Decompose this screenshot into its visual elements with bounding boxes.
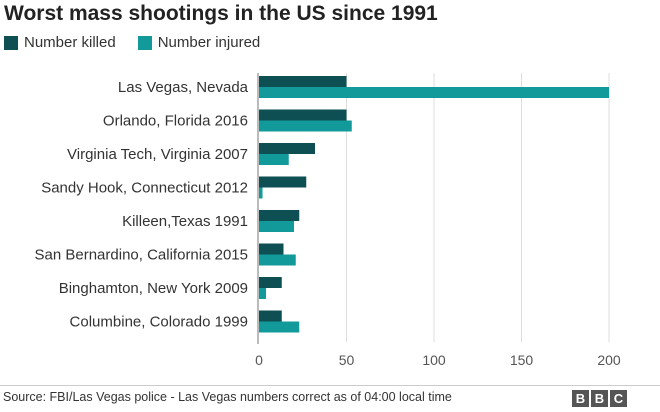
- bar-injured: [259, 221, 294, 232]
- category-label: Las Vegas, Nevada: [118, 79, 249, 96]
- bar-killed: [259, 310, 282, 322]
- bbc-logo-letter: B: [572, 390, 589, 407]
- bar-killed: [259, 176, 307, 188]
- category-label: Columbine, Colorado 1999: [70, 314, 248, 331]
- bar-killed: [259, 277, 282, 288]
- x-tick-label: 0: [255, 352, 263, 368]
- bar-injured: [259, 154, 289, 165]
- category-label: Killeen,Texas 1991: [122, 213, 248, 230]
- bar-injured: [259, 87, 609, 98]
- x-tick-label: 200: [597, 352, 621, 368]
- category-label: Binghamton, New York 2009: [59, 280, 248, 297]
- x-tick-label: 50: [339, 352, 355, 368]
- bar-injured: [259, 254, 296, 266]
- legend-swatch-injured: [137, 35, 152, 50]
- legend-item-killed: Number killed: [4, 34, 116, 51]
- category-label: Orlando, Florida 2016: [103, 113, 248, 130]
- legend-label-killed: Number killed: [24, 34, 116, 51]
- x-tick-label: 150: [510, 352, 534, 368]
- source-note: Source: FBI/Las Vegas police - Las Vegas…: [3, 390, 452, 404]
- x-tick-label: 100: [422, 352, 446, 368]
- category-label: Sandy Hook, Connecticut 2012: [41, 180, 248, 197]
- bar-chart: Las Vegas, Nevada Orlando, Florida 2016 Vi…: [35, 73, 621, 368]
- chart-title: Worst mass shootings in the US since 199…: [4, 2, 438, 25]
- legend-label-injured: Number injured: [157, 34, 261, 51]
- legend-item-injured: Number injured: [137, 34, 261, 51]
- legend-swatch-killed: [4, 35, 18, 50]
- bar-killed: [259, 210, 300, 221]
- category-label: Virginia Tech, Virginia 2007: [67, 146, 248, 163]
- bar-killed: [259, 243, 284, 255]
- bar-injured: [259, 120, 352, 132]
- bar-injured: [259, 321, 300, 333]
- bar-killed: [259, 76, 347, 87]
- bar-killed: [259, 143, 315, 154]
- bar-injured: [259, 187, 263, 199]
- bbc-logo-letter: C: [610, 390, 627, 407]
- category-label: San Bernardino, California 2015: [35, 247, 248, 264]
- bbc-logo-letter: B: [591, 390, 608, 407]
- bar-killed: [259, 109, 347, 121]
- bar-injured: [259, 288, 266, 299]
- bbc-logo: B B C: [572, 390, 627, 407]
- legend: Number killed Number injured: [4, 34, 282, 51]
- footer-divider: [0, 385, 660, 386]
